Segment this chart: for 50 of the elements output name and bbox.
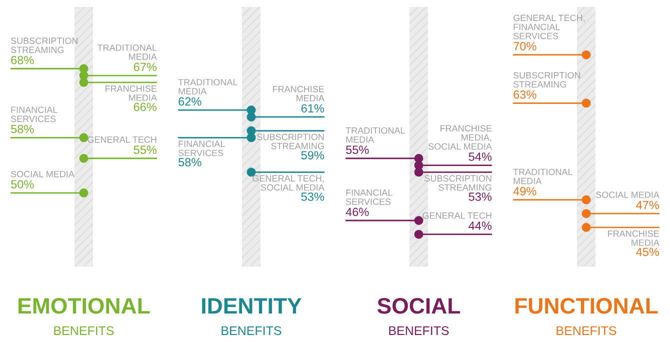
category-label: SUBSCRIPTION STREAMING [257,134,324,150]
text: EMOTIONAL [18,298,150,314]
text: BENEFITS [556,326,616,336]
category-label: SOCIAL MEDIA [10,170,74,178]
category-label: FRANCHISE MEDIA [273,86,324,102]
category-label: SUBSCRIPTION STREAMING [513,72,580,88]
category-label: SUBSCRIPTION STREAMING [10,38,78,54]
data-label: 68% [11,56,34,64]
text: IDENTITY [202,298,302,314]
category-label: TRADITIONAL MEDIA [346,127,405,143]
text: BENEFITS [54,326,114,336]
category-label: TRADITIONAL MEDIA [97,44,157,60]
data-label: 44% [468,222,492,230]
data-label: 67% [134,62,157,72]
category-label: GENERAL TECH [88,136,156,143]
text: BENEFITS [222,326,282,336]
data-label: 58% [11,124,34,134]
category-label: SUBSCRIPTION STREAMING [424,175,492,191]
data-label: 53% [301,192,324,201]
category-label: FINANCIAL SERVICES [10,106,58,122]
category-label: FRANCHISE MEDIA [608,230,660,246]
category-label: FRANCHISE MEDIA [106,85,157,101]
data-label: 49% [513,187,536,196]
data-label: 63% [514,90,536,99]
data-label: 46% [346,208,369,216]
data-label: 55% [346,146,369,154]
category-label: FRANCHISE MEDIA, SOCIAL MEDIA [428,125,492,150]
category-label: TRADITIONAL MEDIA [513,168,572,184]
data-label: 50% [11,180,34,188]
text: BENEFITS [389,326,449,336]
category-label: TRADITIONAL MEDIA [178,78,238,94]
data-label: 54% [468,152,492,161]
text: SOCIAL [377,298,460,314]
data-label: 45% [636,248,660,256]
text: FUNCTIONAL [516,298,658,314]
category-label: FINANCIAL SERVICES [346,189,392,205]
data-label: 47% [636,200,660,210]
category-label: GENERAL TECH [422,212,492,219]
category-label: SOCIAL MEDIA [596,192,660,198]
data-label: 55% [134,146,157,154]
data-label: 61% [301,104,324,113]
category-label: FINANCIAL SERVICES [178,140,225,156]
data-label: 62% [178,97,202,106]
data-label: 59% [301,151,324,160]
category-label: GENERAL TECH, SOCIAL MEDIA [252,175,324,191]
data-label: 58% [178,158,202,166]
data-label: 66% [134,102,157,112]
category-label: GENERAL TECH, FINANCIAL SERVICES [513,14,584,40]
data-label: 70% [514,42,536,50]
data-label: 53% [468,192,492,201]
